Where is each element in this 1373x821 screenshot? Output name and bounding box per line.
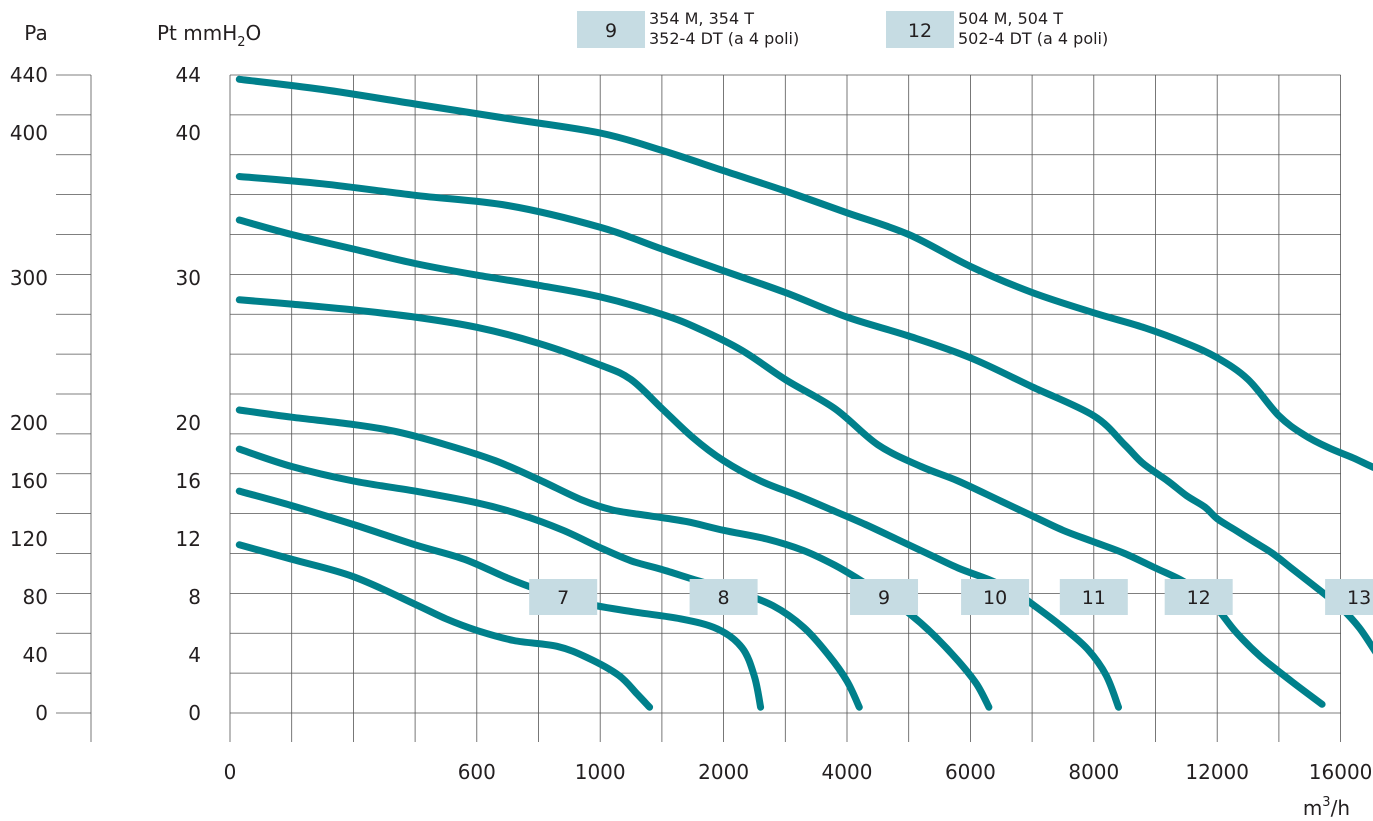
mm-tick-label: 4 <box>188 643 201 667</box>
x-tick-label: 4000 <box>822 760 873 784</box>
curve-label-text: 10 <box>983 587 1007 609</box>
mm-tick-label: 16 <box>176 469 201 493</box>
legend-number: 9 <box>605 20 617 42</box>
pa-tick-label: 200 <box>10 411 48 435</box>
curve-label-box <box>1325 579 1373 615</box>
pa-tick-label: 440 <box>10 63 48 87</box>
x-tick-label: 2000 <box>698 760 749 784</box>
fan-curve-11 <box>235 296 1122 711</box>
pa-tick-label: 80 <box>23 585 48 609</box>
pa-tick-label: 160 <box>10 469 48 493</box>
curve-label-11: 11 <box>1059 579 1128 615</box>
x-axis-title: m3/h <box>1303 795 1350 820</box>
x-tick-label: 1000 <box>575 760 626 784</box>
x-tick-label: 600 <box>458 760 496 784</box>
mm-tick-label: 30 <box>176 266 201 290</box>
x-tick-label: 0 <box>224 760 237 784</box>
x-tick-label: 16000 <box>1309 760 1373 784</box>
pa-axis-title: Pa <box>24 21 47 45</box>
x-tick-label: 8000 <box>1068 760 1119 784</box>
pa-tick-label: 40 <box>23 643 48 667</box>
legend-number: 12 <box>908 20 932 42</box>
curve-label-box <box>961 579 1030 615</box>
curve-label-box <box>850 579 919 615</box>
legend-swatch <box>577 11 645 48</box>
x-axis: 0 600 1000 2000 4000 6000 8000 12000 16000 <box>224 760 1373 784</box>
pa-tick-label: 300 <box>10 266 48 290</box>
mm-tick-label: 12 <box>176 527 201 551</box>
curve-label-box <box>1164 579 1233 615</box>
curve-label-text: 7 <box>557 587 569 609</box>
fan-curve-9 <box>235 445 863 711</box>
legend-line2: 502-4 DT (a 4 poli) <box>958 29 1108 48</box>
curve-label-box <box>689 579 758 615</box>
curve-label-text: 11 <box>1082 587 1106 609</box>
mm-axis-title: Pt mmH2O <box>157 21 261 50</box>
pa-tick-label: 400 <box>10 121 48 145</box>
legend-line2: 352-4 DT (a 4 poli) <box>649 29 799 48</box>
curve-label-9: 9 <box>850 579 919 615</box>
curve-label-7: 7 <box>529 579 598 615</box>
fan-curve-10 <box>235 406 993 711</box>
legend-line1: 354 M, 354 T <box>649 9 754 28</box>
curve-label-text: 8 <box>718 587 730 609</box>
curve-label-text: 9 <box>878 587 890 609</box>
legend-swatch <box>886 11 954 48</box>
curve-label-8: 8 <box>689 579 758 615</box>
mm-tick-label: 20 <box>176 411 201 435</box>
curve-label-box <box>1059 579 1128 615</box>
curve-label-text: 13 <box>1347 587 1371 609</box>
fan-curve-14 <box>235 75 1373 471</box>
mm-tick-label: 8 <box>188 585 201 609</box>
curve-label-box <box>529 579 598 615</box>
x-tick-label: 6000 <box>945 760 996 784</box>
curve-label-12: 12 <box>1164 579 1233 615</box>
curve-label-10: 10 <box>961 579 1030 615</box>
mm-tick-label: 40 <box>176 121 201 145</box>
pa-tick-label: 0 <box>35 701 48 725</box>
curve-label-13: 13 <box>1325 579 1373 615</box>
legend-line1: 504 M, 504 T <box>958 9 1063 28</box>
mm-tick-label: 44 <box>176 63 201 87</box>
axis-titles: Pa Pt mmH2O m3/h <box>24 21 1350 820</box>
curve-label-text: 12 <box>1187 587 1211 609</box>
x-tick-label: 12000 <box>1185 760 1249 784</box>
chart-grid <box>229 74 1341 742</box>
curve-labels: 7891011121314 <box>529 579 1373 615</box>
pa-tick-label: 120 <box>10 527 48 551</box>
mm-tick-label: 0 <box>188 701 201 725</box>
fan-curve-7 <box>235 541 654 711</box>
